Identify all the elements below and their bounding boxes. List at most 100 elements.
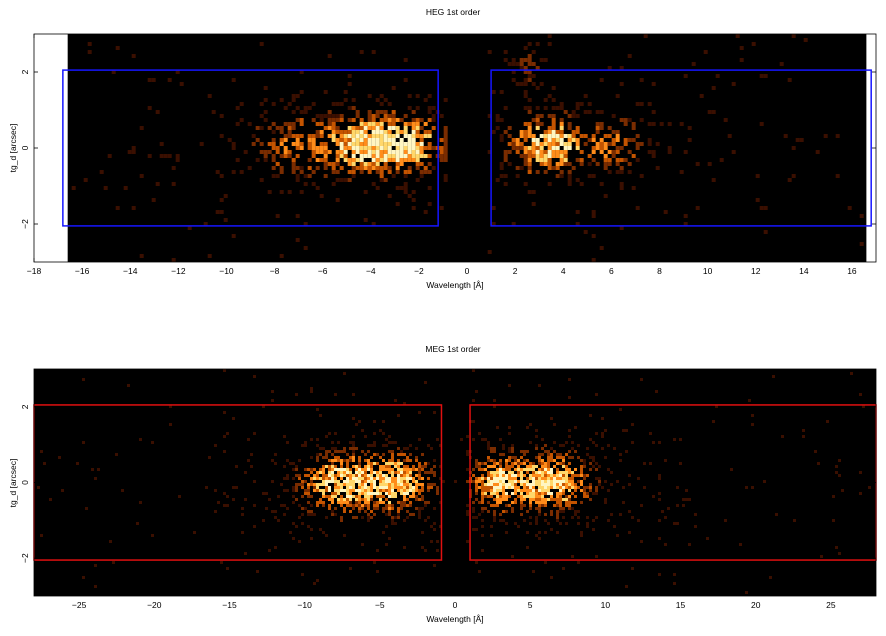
heg-count-bin — [343, 178, 348, 182]
meg-count-bin — [421, 465, 424, 468]
meg-count-bin — [475, 465, 478, 468]
heg-count-bin — [255, 138, 260, 142]
heg-count-bin — [343, 142, 348, 146]
meg-count-bin — [358, 501, 361, 504]
heg-count-bin — [295, 94, 300, 98]
heg-count-bin — [275, 150, 280, 154]
meg-count-bin — [568, 498, 571, 501]
heg-count-bin — [359, 138, 364, 142]
meg-count-bin — [631, 516, 634, 519]
heg-count-bin — [727, 134, 732, 138]
meg-count-bin — [562, 444, 565, 447]
heg-count-bin — [287, 134, 292, 138]
heg-xtick-label: 0 — [465, 266, 470, 276]
heg-count-bin — [375, 158, 380, 162]
meg-count-bin — [472, 438, 475, 441]
meg-count-bin — [373, 441, 376, 444]
meg-count-bin — [535, 501, 538, 504]
heg-count-bin — [387, 130, 392, 134]
heg-count-bin — [527, 154, 532, 158]
meg-count-bin — [295, 474, 298, 477]
heg-count-bin — [535, 42, 540, 46]
heg-count-bin — [255, 158, 260, 162]
heg-count-bin — [623, 138, 628, 142]
heg-count-bin — [531, 134, 536, 138]
heg-count-bin — [415, 118, 420, 122]
heg-count-bin — [523, 82, 528, 86]
heg-count-bin — [375, 130, 380, 134]
heg-count-bin — [607, 142, 612, 146]
meg-count-bin — [40, 534, 43, 537]
meg-count-bin — [553, 459, 556, 462]
heg-count-bin — [423, 154, 428, 158]
meg-count-bin — [412, 513, 415, 516]
heg-count-bin — [511, 142, 516, 146]
meg-count-bin — [235, 465, 238, 468]
meg-count-bin — [352, 393, 355, 396]
heg-count-bin — [147, 78, 152, 82]
heg-count-bin — [415, 126, 420, 130]
heg-count-bin — [567, 178, 572, 182]
heg-count-bin — [219, 198, 224, 202]
heg-count-bin — [395, 130, 400, 134]
heg-count-bin — [275, 174, 280, 178]
heg-count-bin — [399, 150, 404, 154]
meg-count-bin — [367, 474, 370, 477]
meg-count-bin — [658, 441, 661, 444]
heg-count-bin — [667, 122, 672, 126]
meg-count-bin — [466, 510, 469, 513]
meg-count-bin — [532, 483, 535, 486]
meg-count-bin — [340, 489, 343, 492]
meg-count-bin — [352, 480, 355, 483]
heg-count-bin — [319, 150, 324, 154]
meg-count-bin — [571, 471, 574, 474]
meg-count-bin — [91, 468, 94, 471]
meg-count-bin — [535, 429, 538, 432]
meg-count-bin — [550, 456, 553, 459]
meg-count-bin — [385, 474, 388, 477]
heg-count-bin — [307, 134, 312, 138]
meg-count-bin — [583, 465, 586, 468]
meg-count-bin — [421, 486, 424, 489]
meg-count-bin — [631, 567, 634, 570]
meg-count-bin — [400, 477, 403, 480]
heg-count-bin — [419, 146, 424, 150]
heg-count-bin — [419, 162, 424, 166]
heg-count-bin — [495, 114, 500, 118]
heg-count-bin — [567, 122, 572, 126]
meg-count-bin — [430, 486, 433, 489]
heg-count-bin — [547, 150, 552, 154]
heg-count-bin — [123, 186, 128, 190]
meg-count-bin — [334, 480, 337, 483]
meg-count-bin — [628, 483, 631, 486]
meg-count-bin — [478, 513, 481, 516]
meg-count-bin — [526, 465, 529, 468]
heg-count-bin — [623, 158, 628, 162]
meg-count-bin — [295, 465, 298, 468]
meg-count-bin — [433, 564, 436, 567]
meg-count-bin — [373, 432, 376, 435]
heg-count-bin — [243, 150, 248, 154]
meg-count-bin — [385, 483, 388, 486]
heg-count-bin — [567, 114, 572, 118]
meg-count-bin — [262, 519, 265, 522]
heg-count-bin — [263, 158, 268, 162]
meg-count-bin — [346, 465, 349, 468]
meg-count-bin — [490, 504, 493, 507]
meg-count-bin — [58, 456, 61, 459]
meg-count-bin — [403, 474, 406, 477]
meg-count-bin — [640, 540, 643, 543]
meg-count-bin — [379, 492, 382, 495]
meg-count-bin — [595, 486, 598, 489]
meg-count-bin — [241, 507, 244, 510]
heg-count-bin — [523, 182, 528, 186]
meg-count-bin — [415, 474, 418, 477]
meg-count-bin — [439, 465, 442, 468]
heg-count-bin — [431, 126, 436, 130]
meg-count-bin — [322, 474, 325, 477]
meg-count-bin — [487, 489, 490, 492]
meg-count-bin — [382, 501, 385, 504]
meg-count-bin — [502, 483, 505, 486]
meg-count-bin — [529, 489, 532, 492]
meg-count-bin — [403, 501, 406, 504]
